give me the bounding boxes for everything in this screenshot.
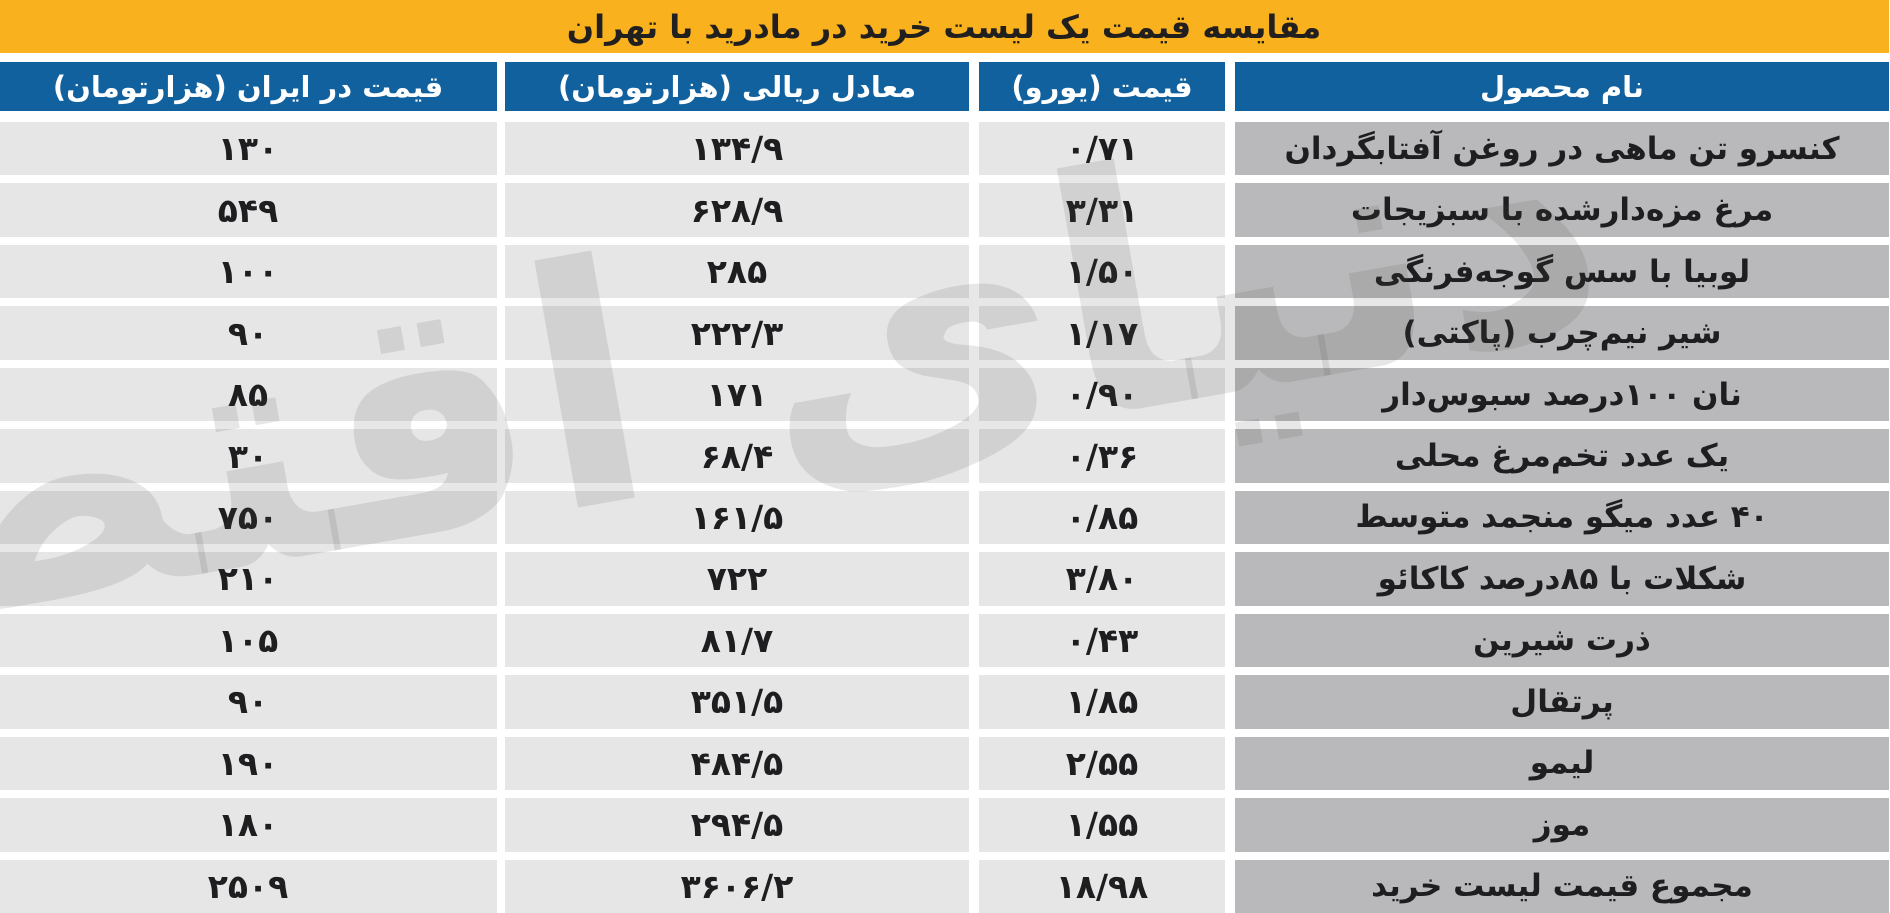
- price-iran: ۹۰: [0, 675, 498, 729]
- table-row: شکلات با ۸۵درصد کاکائو ۳/۸۰ ۷۲۲ ۲۱۰: [0, 552, 1890, 606]
- price-euro: ۱/۸۵: [980, 675, 1226, 729]
- price-iran: ۲۱۰: [0, 552, 498, 606]
- table-row: موز ۱/۵۵ ۲۹۴/۵ ۱۸۰: [0, 798, 1890, 852]
- price-rial-equivalent: ۲۹۴/۵: [506, 798, 970, 852]
- product-name: نان ۱۰۰درصد سبوس‌دار: [1236, 367, 1890, 422]
- table-row: نان ۱۰۰درصد سبوس‌دار ۰/۹۰ ۱۷۱ ۸۵: [0, 367, 1890, 422]
- price-euro: ۰/۹۰: [980, 367, 1226, 422]
- price-euro: ۱۸/۹۸: [980, 859, 1226, 913]
- table-row: مرغ مزه‌دارشده با سبزیجات ۳/۳۱ ۶۲۸/۹ ۵۴۹: [0, 183, 1890, 237]
- price-rial-equivalent: ۳۵۱/۵: [506, 675, 970, 729]
- product-name: لوبیا با سس گوجه‌فرنگی: [1236, 244, 1890, 299]
- table-row: کنسرو تن ماهی در روغن آفتابگردان ۰/۷۱ ۱۳۴/…: [0, 122, 1890, 176]
- price-rial-equivalent: ۱۳۴/۹: [506, 122, 970, 176]
- price-euro: ۳/۸۰: [980, 552, 1226, 606]
- table-title-bar: مقایسه قیمت یک لیست خرید در مادرید با ته…: [0, 0, 1890, 53]
- price-euro: ۲/۵۵: [980, 736, 1226, 791]
- product-name: پرتقال: [1236, 675, 1890, 729]
- price-euro: ۰/۸۵: [980, 490, 1226, 545]
- table-row: پرتقال ۱/۸۵ ۳۵۱/۵ ۹۰: [0, 675, 1890, 729]
- product-name: کنسرو تن ماهی در روغن آفتابگردان: [1236, 122, 1890, 176]
- price-euro: ۱/۱۷: [980, 306, 1226, 360]
- price-iran: ۱۰۵: [0, 613, 498, 668]
- price-iran: ۱۰۰: [0, 244, 498, 299]
- price-euro: ۱/۵۰: [980, 244, 1226, 299]
- price-rial-equivalent: ۱۷۱: [506, 367, 970, 422]
- price-euro: ۱/۵۵: [980, 798, 1226, 852]
- table-row-total: مجموع قیمت لیست خرید ۱۸/۹۸ ۳۶۰۶/۲ ۲۵۰۹: [0, 859, 1890, 913]
- product-name: یک عدد تخم‌مرغ محلی: [1236, 429, 1890, 483]
- price-rial-equivalent: ۳۶۰۶/۲: [506, 859, 970, 913]
- product-name: ذرت شیرین: [1236, 613, 1890, 668]
- table-row: لیمو ۲/۵۵ ۴۸۴/۵ ۱۹۰: [0, 736, 1890, 791]
- price-rial-equivalent: ۸۱/۷: [506, 613, 970, 668]
- column-header-rial-equivalent: معادل ریالی (هزارتومان): [506, 62, 970, 111]
- table-row: یک عدد تخم‌مرغ محلی ۰/۳۶ ۶۸/۴ ۳۰: [0, 429, 1890, 483]
- product-name: موز: [1236, 798, 1890, 852]
- price-rial-equivalent: ۱۶۱/۵: [506, 490, 970, 545]
- price-iran: ۱۳۰: [0, 122, 498, 176]
- price-iran: ۵۴۹: [0, 183, 498, 237]
- table-title: مقایسه قیمت یک لیست خرید در مادرید با ته…: [567, 7, 1323, 46]
- price-rial-equivalent: ۲۸۵: [506, 244, 970, 299]
- column-header-price-iran: قیمت در ایران (هزارتومان): [0, 62, 498, 111]
- price-rial-equivalent: ۶۸/۴: [506, 429, 970, 483]
- table-row: لوبیا با سس گوجه‌فرنگی ۱/۵۰ ۲۸۵ ۱۰۰: [0, 244, 1890, 299]
- price-iran: ۸۵: [0, 367, 498, 422]
- product-name: ۴۰ عدد میگو منجمد متوسط: [1236, 490, 1890, 545]
- product-name: مجموع قیمت لیست خرید: [1236, 859, 1890, 913]
- table-row: شیر نیم‌چرب (پاکتی) ۱/۱۷ ۲۲۲/۳ ۹۰: [0, 306, 1890, 360]
- table-row: ذرت شیرین ۰/۴۳ ۸۱/۷ ۱۰۵: [0, 613, 1890, 668]
- price-euro: ۰/۳۶: [980, 429, 1226, 483]
- price-iran: ۲۵۰۹: [0, 859, 498, 913]
- price-euro: ۰/۴۳: [980, 613, 1226, 668]
- table-header-row: نام محصول قیمت (یورو) معادل ریالی (هزارت…: [0, 62, 1890, 111]
- price-rial-equivalent: ۶۲۸/۹: [506, 183, 970, 237]
- price-rial-equivalent: ۲۲۲/۳: [506, 306, 970, 360]
- price-iran: ۱۸۰: [0, 798, 498, 852]
- product-name: مرغ مزه‌دارشده با سبزیجات: [1236, 183, 1890, 237]
- price-iran: ۳۰: [0, 429, 498, 483]
- column-header-product-name: نام محصول: [1236, 62, 1890, 111]
- product-name: لیمو: [1236, 736, 1890, 791]
- table-body: کنسرو تن ماهی در روغن آفتابگردان ۰/۷۱ ۱۳۴/…: [0, 122, 1890, 913]
- price-rial-equivalent: ۴۸۴/۵: [506, 736, 970, 791]
- product-name: شیر نیم‌چرب (پاکتی): [1236, 306, 1890, 360]
- price-iran: ۷۵۰: [0, 490, 498, 545]
- price-rial-equivalent: ۷۲۲: [506, 552, 970, 606]
- price-iran: ۹۰: [0, 306, 498, 360]
- price-iran: ۱۹۰: [0, 736, 498, 791]
- product-name: شکلات با ۸۵درصد کاکائو: [1236, 552, 1890, 606]
- table-row: ۴۰ عدد میگو منجمد متوسط ۰/۸۵ ۱۶۱/۵ ۷۵۰: [0, 490, 1890, 545]
- price-euro: ۰/۷۱: [980, 122, 1226, 176]
- column-header-price-euro: قیمت (یورو): [980, 62, 1226, 111]
- price-euro: ۳/۳۱: [980, 183, 1226, 237]
